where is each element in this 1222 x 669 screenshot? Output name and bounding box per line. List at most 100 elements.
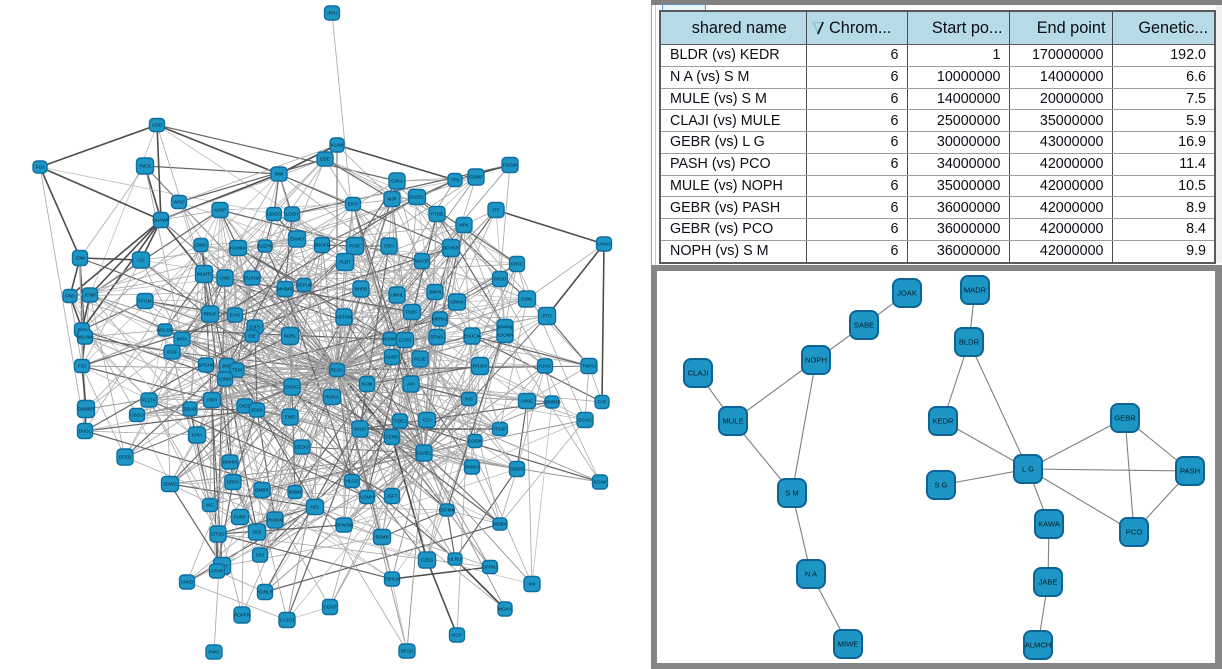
svg-text:TMOL: TMOL — [139, 164, 152, 169]
svg-text:N A: N A — [805, 570, 818, 579]
svg-text:EIFP: EIFP — [348, 202, 358, 207]
svg-text:EAIS: EAIS — [230, 313, 240, 318]
svg-text:CCI: CCI — [423, 418, 431, 423]
svg-text:DRPA: DRPA — [227, 480, 240, 485]
svg-text:FLLTK: FLLTK — [142, 398, 156, 403]
svg-text:DUGL: DUGL — [79, 429, 92, 434]
svg-text:GTIJG: GTIJG — [211, 532, 225, 537]
svg-text:GUAWP: GUAWP — [152, 218, 169, 223]
svg-text:JRRJ: JRRJ — [326, 11, 337, 16]
svg-text:S M: S M — [785, 489, 799, 498]
svg-text:BSMB: BSMB — [375, 535, 388, 540]
svg-text:BTWA: BTWA — [430, 335, 444, 340]
svg-text:KEDR: KEDR — [932, 417, 954, 426]
svg-text:BMHM: BMHM — [223, 460, 237, 465]
svg-text:WHO: WHO — [173, 200, 185, 205]
svg-text:BHPB: BHPB — [355, 287, 368, 292]
svg-text:OBOFM: OBOFM — [314, 243, 331, 248]
svg-text:CJEG: CJEG — [421, 558, 434, 563]
svg-text:HDRLR: HDRLR — [257, 590, 274, 595]
svg-text:SABE: SABE — [854, 321, 874, 330]
svg-text:FFGM: FFGM — [138, 299, 151, 304]
svg-text:KDONN: KDONN — [497, 333, 514, 338]
svg-text:KGIW: KGIW — [594, 480, 607, 485]
svg-text:IBWM: IBWM — [289, 490, 302, 495]
svg-text:DBAB: DBAB — [184, 407, 197, 412]
svg-text:GJOS: GJOS — [399, 338, 412, 343]
svg-text:EKMO: EKMO — [290, 237, 304, 242]
svg-text:CAJOJ: CAJOJ — [280, 618, 295, 623]
svg-text:IMTA: IMTA — [177, 337, 189, 342]
svg-text:ICDF: ICDF — [167, 350, 178, 355]
svg-text:LODH: LODH — [286, 212, 299, 217]
svg-text:UDOC: UDOC — [267, 212, 281, 217]
svg-text:MLMTI: MLMTI — [197, 272, 211, 277]
svg-text:JOAK: JOAK — [897, 289, 917, 298]
svg-text:GEBR: GEBR — [1114, 414, 1136, 423]
svg-text:JDDK: JDDK — [251, 408, 264, 413]
svg-text:RWI: RWI — [275, 172, 284, 177]
svg-text:WIUS: WIUS — [354, 427, 366, 432]
svg-text:TIDEJ: TIDEJ — [394, 419, 407, 424]
svg-text:EUKNK: EUKNK — [244, 276, 261, 281]
svg-text:KAWA: KAWA — [1038, 520, 1061, 529]
svg-text:PGJE: PGJE — [414, 357, 426, 362]
svg-text:JABE: JABE — [1039, 578, 1058, 587]
svg-text:UHAO: UHAO — [597, 242, 611, 247]
svg-text:PEH: PEH — [384, 244, 393, 249]
svg-text:FSJ: FSJ — [78, 364, 86, 369]
svg-text:MHIMP: MHIMP — [277, 287, 292, 292]
svg-text:ITSJP: ITSJP — [494, 427, 507, 432]
svg-text:EIWL: EIWL — [521, 297, 533, 302]
svg-text:NEL: NEL — [311, 505, 320, 510]
svg-text:PFOD: PFOD — [494, 277, 507, 282]
svg-text:IKC: IKC — [206, 503, 214, 508]
svg-text:DMBR: DMBR — [255, 488, 269, 493]
svg-text:ALMCH: ALMCH — [1025, 641, 1052, 650]
svg-text:GFPNJ: GFPNJ — [482, 565, 497, 570]
svg-text:DWG: DWG — [195, 243, 207, 248]
svg-text:FHF: FHF — [598, 400, 607, 405]
svg-text:DFSG: DFSG — [401, 649, 414, 654]
svg-text:ODWF: ODWF — [469, 175, 483, 180]
svg-text:MRRKL: MRRKL — [432, 317, 449, 322]
svg-text:GUAEL: GUAEL — [416, 451, 432, 456]
svg-text:MIWE: MIWE — [838, 640, 859, 649]
svg-text:JCNP: JCNP — [84, 293, 96, 298]
svg-text:USMH: USMH — [360, 495, 374, 500]
svg-text:NIS: NIS — [465, 397, 473, 402]
svg-text:KPIA: KPIA — [192, 433, 203, 438]
svg-text:UDD: UDD — [152, 123, 163, 128]
svg-text:OSHG: OSHG — [285, 385, 299, 390]
svg-text:CRTC: CRTC — [511, 262, 524, 267]
svg-text:MLHW: MLHW — [78, 335, 93, 340]
svg-text:MJRL: MJRL — [284, 334, 296, 339]
svg-text:GMBBR: GMBBR — [78, 407, 96, 412]
svg-text:PFBF: PFBF — [349, 244, 361, 249]
svg-text:JWFN: JWFN — [429, 290, 442, 295]
svg-text:DLEHN: DLEHN — [257, 244, 273, 249]
svg-text:EWD: EWD — [285, 415, 296, 420]
svg-text:OEPUK: OEPUK — [296, 283, 313, 288]
svg-text:MPA: MPA — [459, 223, 470, 228]
svg-text:EUUCM: EUUCM — [464, 334, 481, 339]
svg-text:FOJ: FOJ — [36, 165, 45, 170]
svg-text:PKSNN: PKSNN — [267, 518, 283, 523]
svg-text:PTDB: PTDB — [431, 212, 443, 217]
svg-text:HLGO: HLGO — [345, 479, 358, 484]
svg-text:PMWJ: PMWJ — [465, 465, 479, 470]
svg-text:OICD: OICD — [239, 404, 251, 409]
svg-text:KAW: KAW — [362, 382, 373, 387]
svg-text:JIMK: JIMK — [222, 364, 233, 369]
svg-text:NOPH: NOPH — [805, 356, 827, 365]
svg-text:EOOK: EOOK — [468, 439, 482, 444]
svg-text:BFHBR: BFHBR — [443, 246, 459, 251]
svg-text:KGHKK: KGHKK — [230, 246, 247, 251]
svg-text:DEOG: DEOG — [295, 445, 309, 450]
svg-text:OJKA: OJKA — [391, 179, 404, 184]
svg-text:SRJ: SRJ — [256, 553, 265, 558]
svg-text:MOAA: MOAA — [498, 607, 512, 612]
svg-text:PTO: PTO — [542, 314, 552, 319]
svg-text:PLDT: PLDT — [339, 260, 351, 265]
svg-text:TPS: TPS — [451, 178, 460, 183]
